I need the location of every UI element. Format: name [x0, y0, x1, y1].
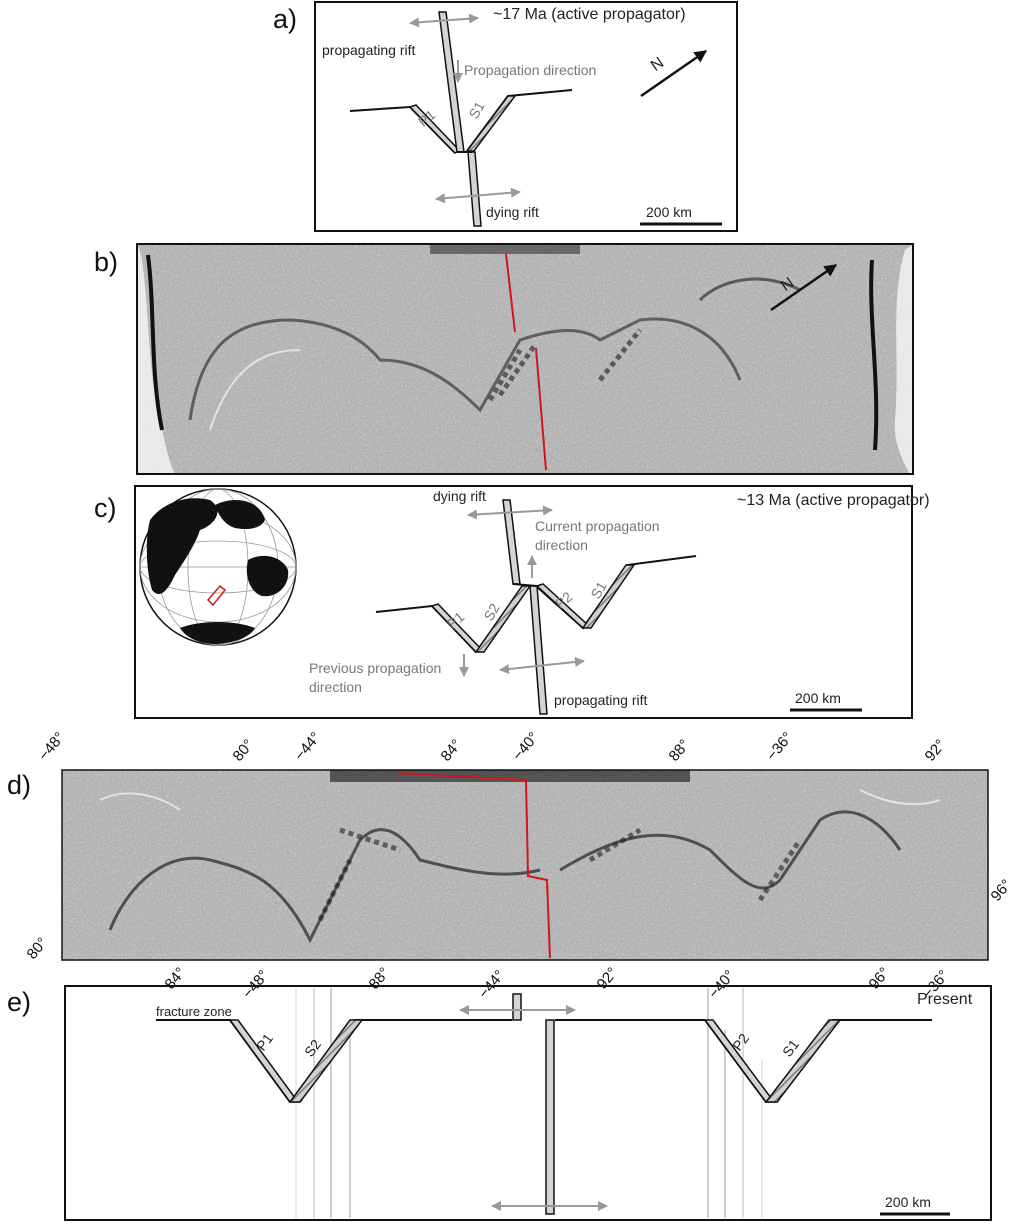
panel-c-s1-strip — [581, 564, 636, 629]
panel-a-dying-rift-label: dying rift — [486, 204, 539, 220]
panel-e-s1-strip — [764, 1019, 842, 1103]
panel-c-scale-label: 200 km — [795, 690, 841, 706]
panel-a-label: a) — [273, 4, 298, 34]
panel-b-frame — [136, 243, 914, 475]
panel-d-gravity-map — [62, 770, 988, 960]
panel-a-scale-label: 200 km — [646, 204, 692, 220]
panel-e-label: e) — [7, 987, 32, 1017]
panel-b-label: b) — [94, 247, 119, 277]
panel-c-current-direction-line2: direction — [535, 537, 588, 553]
panel-e-rift-top — [512, 993, 522, 1021]
panel-a-frame — [314, 1, 738, 232]
panel-e-vertical-guides — [295, 988, 763, 1218]
panel-c-dying-rift-label: dying rift — [433, 488, 486, 504]
panel-e-rift-bottom — [545, 1019, 555, 1215]
panel-d-red-line — [396, 772, 551, 959]
panel-c-previous-direction-line1: Previous propagation — [309, 660, 442, 676]
panel-d-label: d) — [7, 770, 32, 800]
panel-b-red-line-north — [505, 253, 516, 333]
panel-c-title: ~13 Ma (active propagator) — [737, 492, 930, 509]
panel-c-current-direction-line1: Current propagation — [535, 518, 660, 534]
panel-a-propagation-direction-label: Propagation direction — [464, 62, 597, 78]
north-arrow-icon — [640, 49, 708, 98]
panel-a-propagating-rift-label: propagating rift — [322, 42, 416, 58]
double-arrow-icon — [499, 656, 585, 675]
panel-c-label: c) — [94, 493, 117, 523]
panel-e-title: Present — [917, 991, 973, 1008]
panel-e-scale-label: 200 km — [885, 1194, 931, 1210]
panel-c-propagating-rift-label: propagating rift — [554, 692, 648, 708]
panel-e-s2-strip — [288, 1019, 364, 1103]
panel-b-gravity-map — [137, 244, 913, 474]
panel-b-red-line-south — [535, 347, 547, 471]
panel-e-fracture-zone-label: fracture zone — [156, 1004, 232, 1019]
panel-a-title: ~17 Ma (active propagator) — [493, 6, 686, 23]
panel-d-frame — [61, 769, 989, 961]
panel-c-previous-direction-line2: direction — [309, 679, 362, 695]
double-arrow-icon — [435, 187, 521, 204]
panel-e-frame — [64, 985, 992, 1221]
north-arrow-icon — [770, 263, 838, 312]
double-arrow-icon — [467, 505, 553, 520]
globe-icon — [139, 488, 297, 646]
double-arrow-icon — [409, 13, 479, 28]
